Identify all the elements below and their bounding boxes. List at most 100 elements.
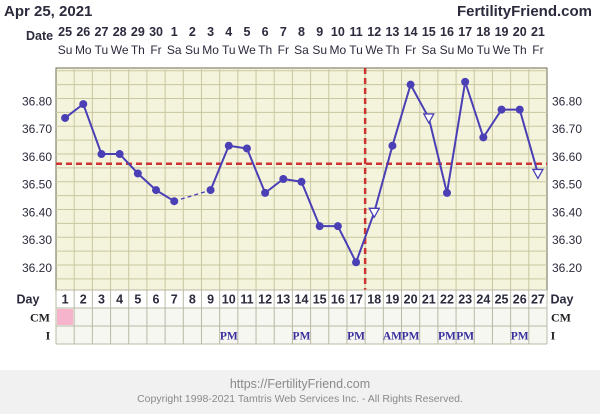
cycle-day-number: 4 <box>116 293 123 307</box>
weekday-label: Fr <box>278 43 289 57</box>
weekday-label: Mo <box>75 43 92 57</box>
weekday-label: Su <box>440 43 455 57</box>
y-tick-label: 36.70 <box>22 122 52 136</box>
date-label: 25 <box>58 25 72 39</box>
weekday-label: Mo <box>457 43 474 57</box>
weekday-label: Sa <box>421 43 436 57</box>
bbt-chart: Apr 25, 2021 FertilityFriend.com Date 25… <box>4 3 592 346</box>
series-segment <box>246 148 267 194</box>
cycle-day-number: 19 <box>385 293 399 307</box>
footer: https://FertilityFriend.com Copyright 19… <box>0 376 600 406</box>
date-label: 3 <box>207 25 214 39</box>
weekday-label: Th <box>513 43 527 57</box>
y-tick-label: 36.40 <box>552 205 582 219</box>
data-point <box>479 133 488 142</box>
cycle-day-number: 6 <box>153 293 160 307</box>
footer-url[interactable]: https://FertilityFriend.com <box>229 377 371 391</box>
data-point-open <box>531 168 545 180</box>
series-segment <box>118 153 139 175</box>
date-label: 2 <box>189 25 196 39</box>
date-label: 1 <box>171 25 178 39</box>
weekday-label: Th <box>258 43 272 57</box>
series-segment <box>445 81 467 194</box>
data-point <box>133 169 142 178</box>
date-row-label: Date <box>26 29 53 43</box>
weekday-label: We <box>365 43 383 57</box>
data-point <box>97 150 106 159</box>
date-label: 27 <box>95 25 109 39</box>
intercourse-mark: PM <box>293 331 311 343</box>
data-point <box>315 222 324 231</box>
cycle-day-number: 11 <box>240 293 253 307</box>
cm-row-label: CM <box>551 311 571 325</box>
cycle-day-number: 23 <box>458 293 472 307</box>
intercourse-mark: PM <box>220 331 238 343</box>
date-label: 16 <box>440 25 454 39</box>
data-point <box>388 141 397 150</box>
y-tick-label: 36.60 <box>22 150 52 164</box>
date-label: 14 <box>404 25 418 39</box>
date-label: 15 <box>422 25 436 39</box>
series-segment <box>355 211 376 263</box>
data-point <box>115 150 124 159</box>
cycle-day-number: 10 <box>222 293 236 307</box>
weekday-label: Fr <box>150 43 161 57</box>
series-segment <box>373 145 394 213</box>
date-label: 9 <box>316 25 323 39</box>
y-tick-label: 36.60 <box>552 150 582 164</box>
date-label: 12 <box>367 25 381 39</box>
weekday-label: Su <box>185 43 200 57</box>
header-brand: FertilityFriend.com <box>457 3 592 20</box>
y-ticks-right: 36.20 36.30 36.40 36.50 36.60 36.70 36.80 <box>552 94 582 274</box>
i-row-label: I <box>551 329 556 343</box>
data-point <box>352 258 361 267</box>
cycle-day-number: 9 <box>207 293 214 307</box>
date-label: 19 <box>495 25 509 39</box>
cycle-day-number: 18 <box>367 293 381 307</box>
y-tick-label: 36.20 <box>552 261 582 275</box>
cycle-day-number: 26 <box>513 293 527 307</box>
series-segment <box>409 84 430 119</box>
date-label: 6 <box>262 25 269 39</box>
cycle-day-number: 24 <box>476 293 490 307</box>
series-segment <box>82 103 103 155</box>
date-label: 5 <box>243 25 250 39</box>
date-label: 29 <box>131 25 145 39</box>
weekday-label: We <box>493 43 511 57</box>
series-segment <box>209 145 230 191</box>
intercourse-mark: PM <box>347 331 365 343</box>
cycle-day-number: 14 <box>295 293 309 307</box>
y-tick-label: 36.80 <box>22 94 52 108</box>
cycle-day-number: 17 <box>349 293 363 307</box>
weekday-label: Tu <box>95 43 109 57</box>
cm-row-label: CM <box>30 311 50 325</box>
cycle-day-number: 22 <box>440 293 454 307</box>
data-point <box>170 197 179 206</box>
weekday-label: We <box>238 43 256 57</box>
data-point <box>261 188 270 197</box>
chart-panel: Apr 25, 2021 FertilityFriend.com Date 25… <box>0 0 600 370</box>
intercourse-mark: PM <box>438 331 456 343</box>
intercourse-mark: PM <box>511 331 529 343</box>
weekday-label: Tu <box>349 43 363 57</box>
cycle-day-number: 1 <box>62 293 69 307</box>
date-label: 30 <box>149 25 163 39</box>
data-point <box>206 186 215 195</box>
weekday-label: Sa <box>167 43 182 57</box>
y-ticks-left: 36.20 36.30 36.40 36.50 36.60 36.70 36.80 <box>22 94 52 274</box>
cm-highlight <box>57 309 74 325</box>
series-segment <box>137 172 157 191</box>
data-point <box>79 100 88 109</box>
date-label: 26 <box>76 25 90 39</box>
series-segment <box>482 109 503 138</box>
series-segment <box>300 181 321 227</box>
i-row-label: I <box>46 329 51 343</box>
data-point <box>297 177 306 186</box>
series-segment <box>464 81 485 138</box>
weekday-label: Tu <box>222 43 236 57</box>
date-label: 17 <box>458 25 472 39</box>
day-row-label: Day <box>551 293 574 307</box>
data-point <box>224 141 233 150</box>
weekday-label: Tu <box>477 43 491 57</box>
date-label: 7 <box>280 25 287 39</box>
